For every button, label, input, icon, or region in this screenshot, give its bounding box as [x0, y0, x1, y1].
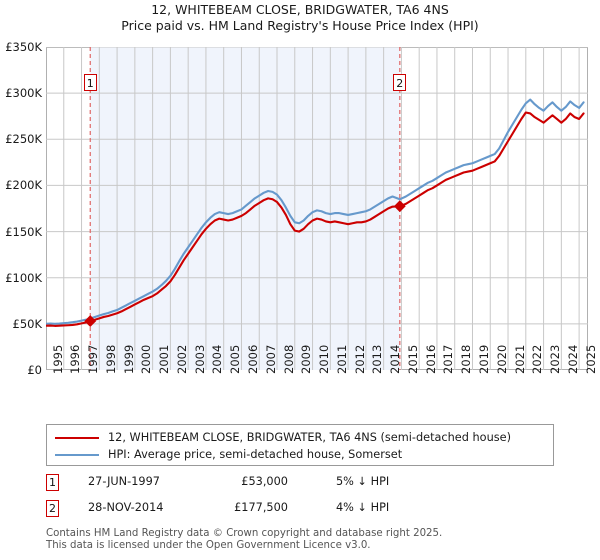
- y-axis-tick: £250K: [5, 132, 42, 147]
- table-row[interactable]: 1 27-JUN-1997 £53,000 5% ↓ HPI: [46, 472, 466, 498]
- transaction-date-1: 27-JUN-1997: [88, 475, 160, 488]
- price-history-chart: [46, 47, 588, 370]
- y-axis-tick: £200K: [5, 178, 42, 193]
- transaction-date-2: 28-NOV-2014: [88, 501, 164, 514]
- footer-line-copyright: Contains HM Land Registry data © Crown c…: [46, 528, 443, 539]
- legend-swatch-hpi: [55, 453, 99, 456]
- chart-legend: 12, WHITEBEAM CLOSE, BRIDGWATER, TA6 4NS…: [46, 424, 554, 466]
- y-axis-tick: £50K: [12, 316, 43, 331]
- transaction-hpi-delta-2: 4% ↓ HPI: [336, 501, 390, 514]
- title-primary: 12, WHITEBEAM CLOSE, BRIDGWATER, TA6 4NS: [151, 2, 449, 17]
- title-secondary: Price paid vs. HM Land Registry's House …: [121, 18, 479, 33]
- y-axis-tick: £300K: [5, 86, 42, 101]
- chart-svg: [46, 47, 588, 370]
- legend-item-property: 12, WHITEBEAM CLOSE, BRIDGWATER, TA6 4NS…: [47, 429, 553, 446]
- transaction-price-2: £177,500: [234, 501, 288, 514]
- page-title: 12, WHITEBEAM CLOSE, BRIDGWATER, TA6 4NS…: [0, 2, 600, 34]
- legend-item-hpi: HPI: Average price, semi-detached house,…: [47, 446, 553, 463]
- chart-marker-box-2[interactable]: 2: [393, 74, 407, 91]
- transaction-price-1: £53,000: [241, 475, 288, 488]
- footer-attribution: Contains HM Land Registry data © Crown c…: [46, 528, 586, 552]
- transaction-hpi-delta-1: 5% ↓ HPI: [336, 475, 390, 488]
- legend-label-hpi: HPI: Average price, semi-detached house,…: [108, 448, 403, 461]
- legend-swatch-property: [55, 436, 99, 439]
- y-axis-tick: £100K: [5, 270, 42, 285]
- transaction-index-2: 2: [46, 500, 59, 517]
- chart-marker-box-1[interactable]: 1: [83, 74, 97, 91]
- y-axis-tick: £350K: [5, 40, 42, 54]
- legend-label-property: 12, WHITEBEAM CLOSE, BRIDGWATER, TA6 4NS…: [108, 431, 511, 444]
- y-axis-tick: £0: [27, 363, 42, 377]
- table-row[interactable]: 2 28-NOV-2014 £177,500 4% ↓ HPI: [46, 498, 466, 524]
- transactions-table: 1 27-JUN-1997 £53,000 5% ↓ HPI 2 28-NOV-…: [46, 472, 466, 524]
- footer-line-licence: This data is licensed under the Open Gov…: [46, 540, 371, 551]
- transaction-index-1: 1: [46, 474, 59, 491]
- y-axis-tick: £150K: [5, 224, 42, 239]
